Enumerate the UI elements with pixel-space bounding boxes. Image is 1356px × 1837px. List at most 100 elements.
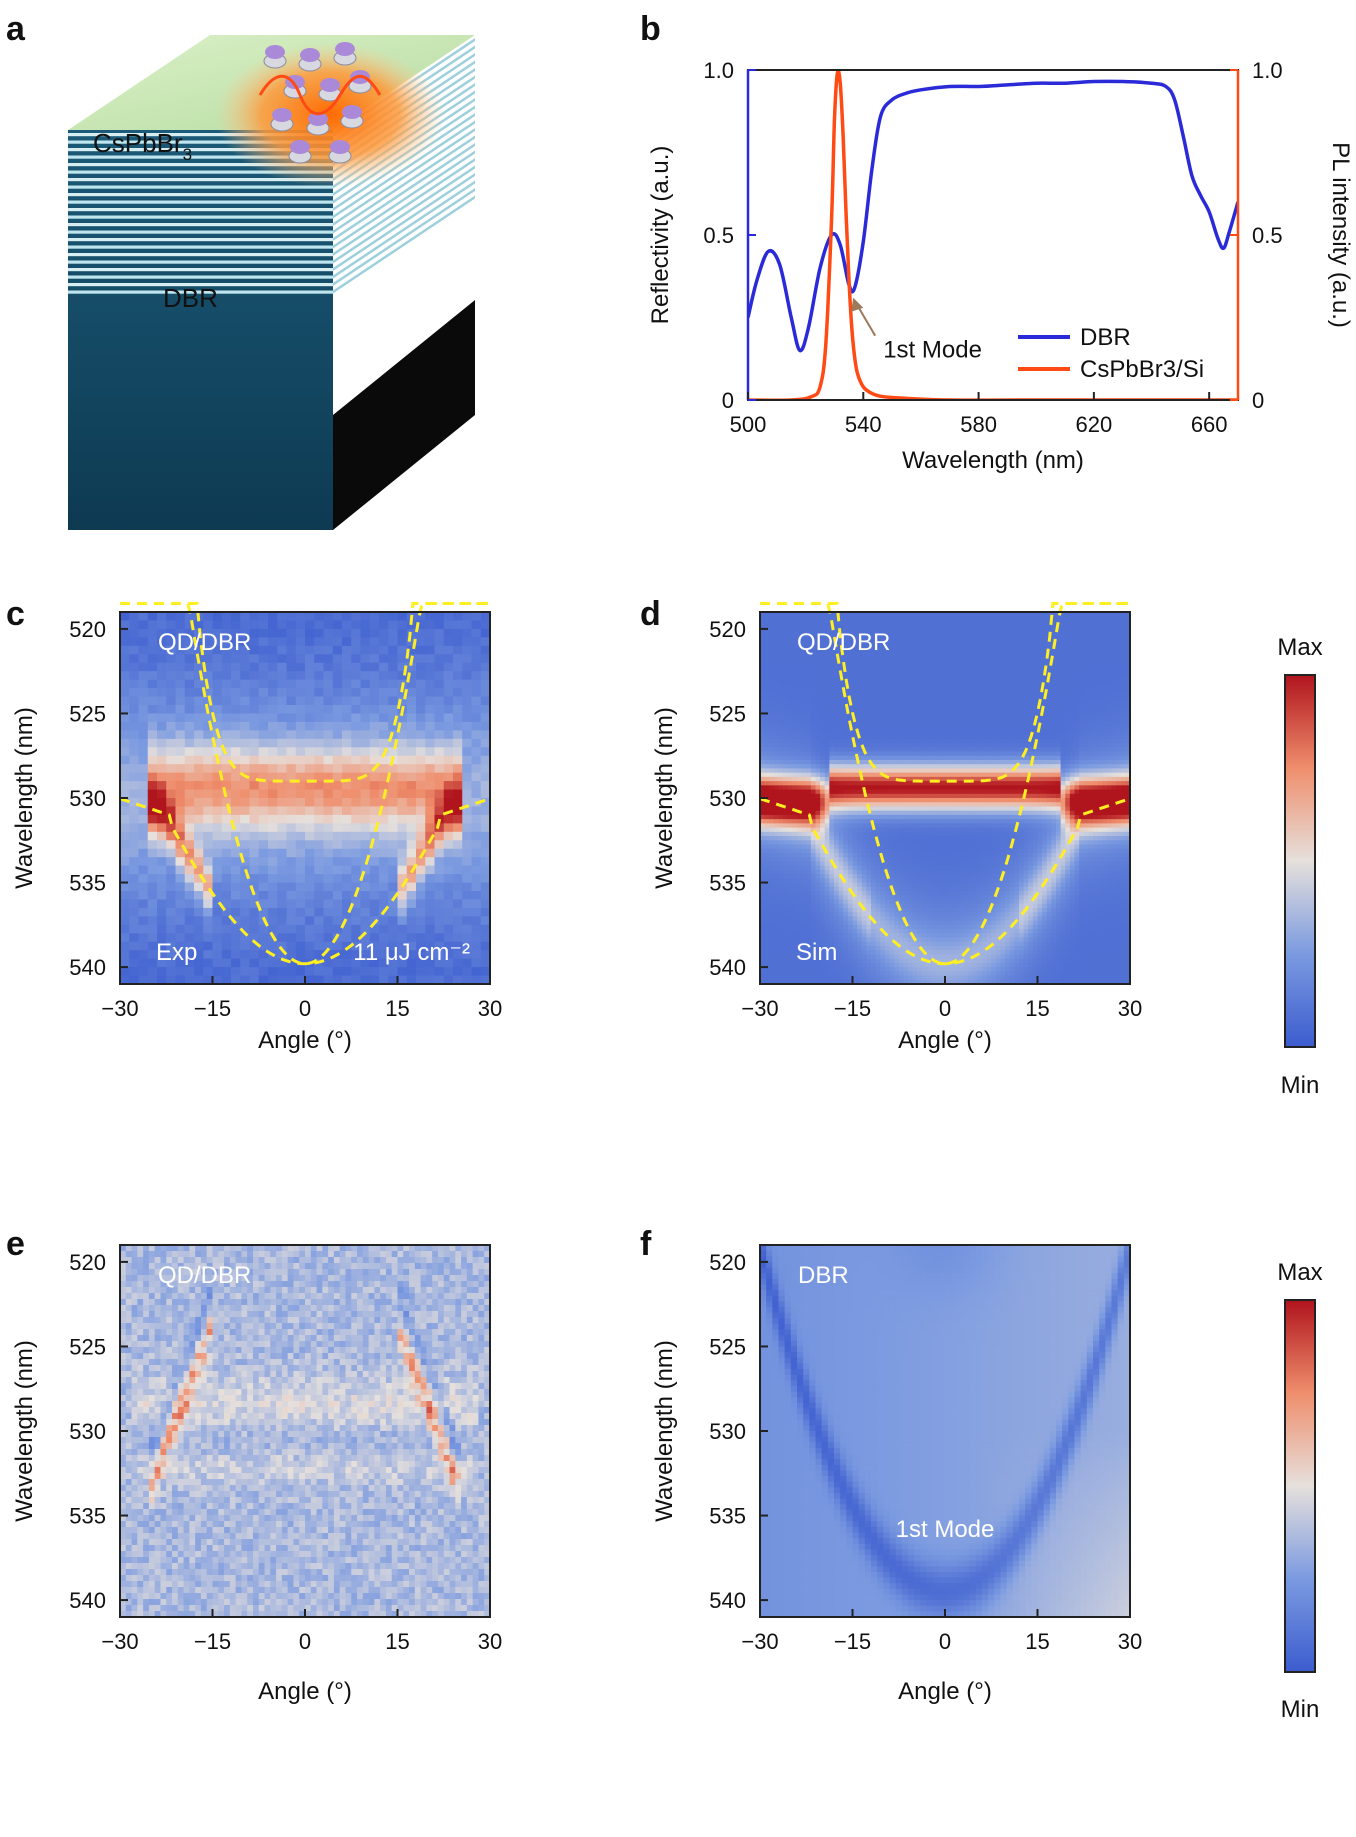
heatmap-cell bbox=[249, 628, 260, 638]
heatmap-cell bbox=[820, 827, 826, 833]
heatmap-cell bbox=[147, 840, 158, 850]
heatmap-cell bbox=[838, 688, 844, 693]
heatmap-cell bbox=[834, 882, 840, 888]
heatmap-cell bbox=[912, 874, 918, 879]
heatmap-cell bbox=[829, 709, 835, 715]
heatmap-cell bbox=[769, 700, 775, 706]
heatmap-cell bbox=[314, 620, 325, 630]
heatmap-cell bbox=[880, 734, 886, 740]
heatmap-cell bbox=[138, 907, 149, 917]
heatmap-cell bbox=[249, 882, 260, 892]
dbr-layer bbox=[333, 173, 475, 271]
heatmap-cell bbox=[884, 836, 891, 841]
heatmap-cell bbox=[801, 937, 807, 943]
heatmap-cell bbox=[871, 612, 877, 617]
heatmap-cell bbox=[908, 945, 914, 951]
heatmap-cell bbox=[305, 848, 315, 858]
heatmap-cell bbox=[305, 941, 315, 951]
heatmap-cell bbox=[866, 776, 872, 782]
heatmap-cell bbox=[917, 823, 923, 829]
heatmap-cell bbox=[815, 734, 821, 740]
heatmap-cell bbox=[231, 924, 241, 934]
heatmap-cell bbox=[175, 823, 186, 833]
heatmap-cell bbox=[443, 730, 454, 740]
heatmap-cell bbox=[369, 645, 380, 655]
heatmap-cell bbox=[871, 751, 877, 757]
heatmap-cell bbox=[824, 806, 830, 812]
heatmap-cell bbox=[184, 814, 195, 824]
heatmap-cell bbox=[843, 962, 849, 968]
heatmap-cell bbox=[351, 975, 362, 985]
plot-area bbox=[748, 70, 1238, 400]
heatmap-cell bbox=[866, 624, 872, 630]
heatmap-cell bbox=[889, 869, 895, 875]
heatmap-cell bbox=[847, 937, 854, 943]
heatmap-cell bbox=[921, 616, 928, 622]
y-axis-label: Wavelength (nm) bbox=[11, 707, 38, 889]
heatmap-cell bbox=[773, 789, 780, 795]
heatmap-cell bbox=[221, 823, 232, 833]
heatmap-cell bbox=[471, 814, 482, 824]
heatmap-cell bbox=[903, 793, 909, 799]
heatmap-cell bbox=[917, 620, 923, 626]
heatmap-cell bbox=[258, 840, 269, 850]
heatmap-cell bbox=[416, 738, 426, 748]
heatmap-cell bbox=[388, 941, 399, 951]
heatmap-cell bbox=[917, 852, 923, 858]
heatmap-cell bbox=[917, 785, 923, 791]
heatmap-cell bbox=[857, 912, 863, 917]
heatmap-cell bbox=[783, 924, 789, 930]
heatmap-cell bbox=[847, 628, 854, 634]
heatmap-cell bbox=[157, 941, 167, 951]
heatmap-cell bbox=[880, 954, 886, 960]
heatmap-cell bbox=[231, 789, 241, 799]
heatmap-cell bbox=[815, 785, 821, 791]
heatmap-cell bbox=[843, 721, 849, 727]
heatmap-cell bbox=[471, 688, 482, 698]
heatmap-cell bbox=[917, 899, 923, 905]
heatmap-cell bbox=[810, 933, 817, 939]
heatmap-cell bbox=[908, 624, 914, 630]
heatmap-cell bbox=[889, 747, 895, 753]
heatmap-cell bbox=[871, 628, 877, 634]
heatmap-cell bbox=[875, 692, 881, 698]
heatmap-cell bbox=[388, 865, 399, 875]
heatmap-cell bbox=[249, 764, 260, 774]
heatmap-cell bbox=[810, 852, 817, 858]
heatmap-cell bbox=[908, 772, 914, 778]
heatmap-cell bbox=[203, 730, 214, 740]
heatmap-cell bbox=[157, 967, 167, 977]
heatmap-cell bbox=[898, 941, 904, 947]
heatmap-cell bbox=[820, 721, 826, 727]
dbr-layer bbox=[68, 163, 333, 167]
heatmap-cell bbox=[453, 612, 463, 622]
heatmap-cell bbox=[769, 920, 775, 926]
heatmap-cell bbox=[912, 679, 918, 685]
heatmap-cell bbox=[797, 793, 803, 799]
heatmap-cell bbox=[866, 654, 872, 660]
heatmap-cell bbox=[184, 612, 195, 622]
heatmap-cell bbox=[323, 806, 334, 816]
heatmap-cell bbox=[829, 937, 835, 943]
dbr-layer bbox=[333, 128, 475, 226]
heatmap-cell bbox=[351, 705, 362, 715]
heatmap-cell bbox=[857, 612, 863, 617]
heatmap-cell bbox=[203, 662, 214, 672]
heatmap-cell bbox=[120, 874, 130, 884]
heatmap-cell bbox=[783, 755, 789, 761]
heatmap-cell bbox=[810, 772, 817, 778]
heatmap-cell bbox=[120, 696, 130, 706]
heatmap-cell bbox=[857, 751, 863, 757]
heatmap-cell bbox=[231, 823, 241, 833]
heatmap-cell bbox=[912, 912, 918, 917]
heatmap-cell bbox=[792, 671, 798, 677]
heatmap-cell bbox=[884, 734, 891, 740]
heatmap-cell bbox=[889, 620, 895, 626]
heatmap-cell bbox=[884, 688, 891, 693]
heatmap-cell bbox=[820, 806, 826, 812]
heatmap-cell bbox=[462, 865, 473, 875]
heatmap-cell bbox=[332, 628, 343, 638]
heatmap-cell bbox=[866, 637, 872, 643]
heatmap-cell bbox=[120, 823, 130, 833]
heatmap-cell bbox=[769, 688, 775, 693]
